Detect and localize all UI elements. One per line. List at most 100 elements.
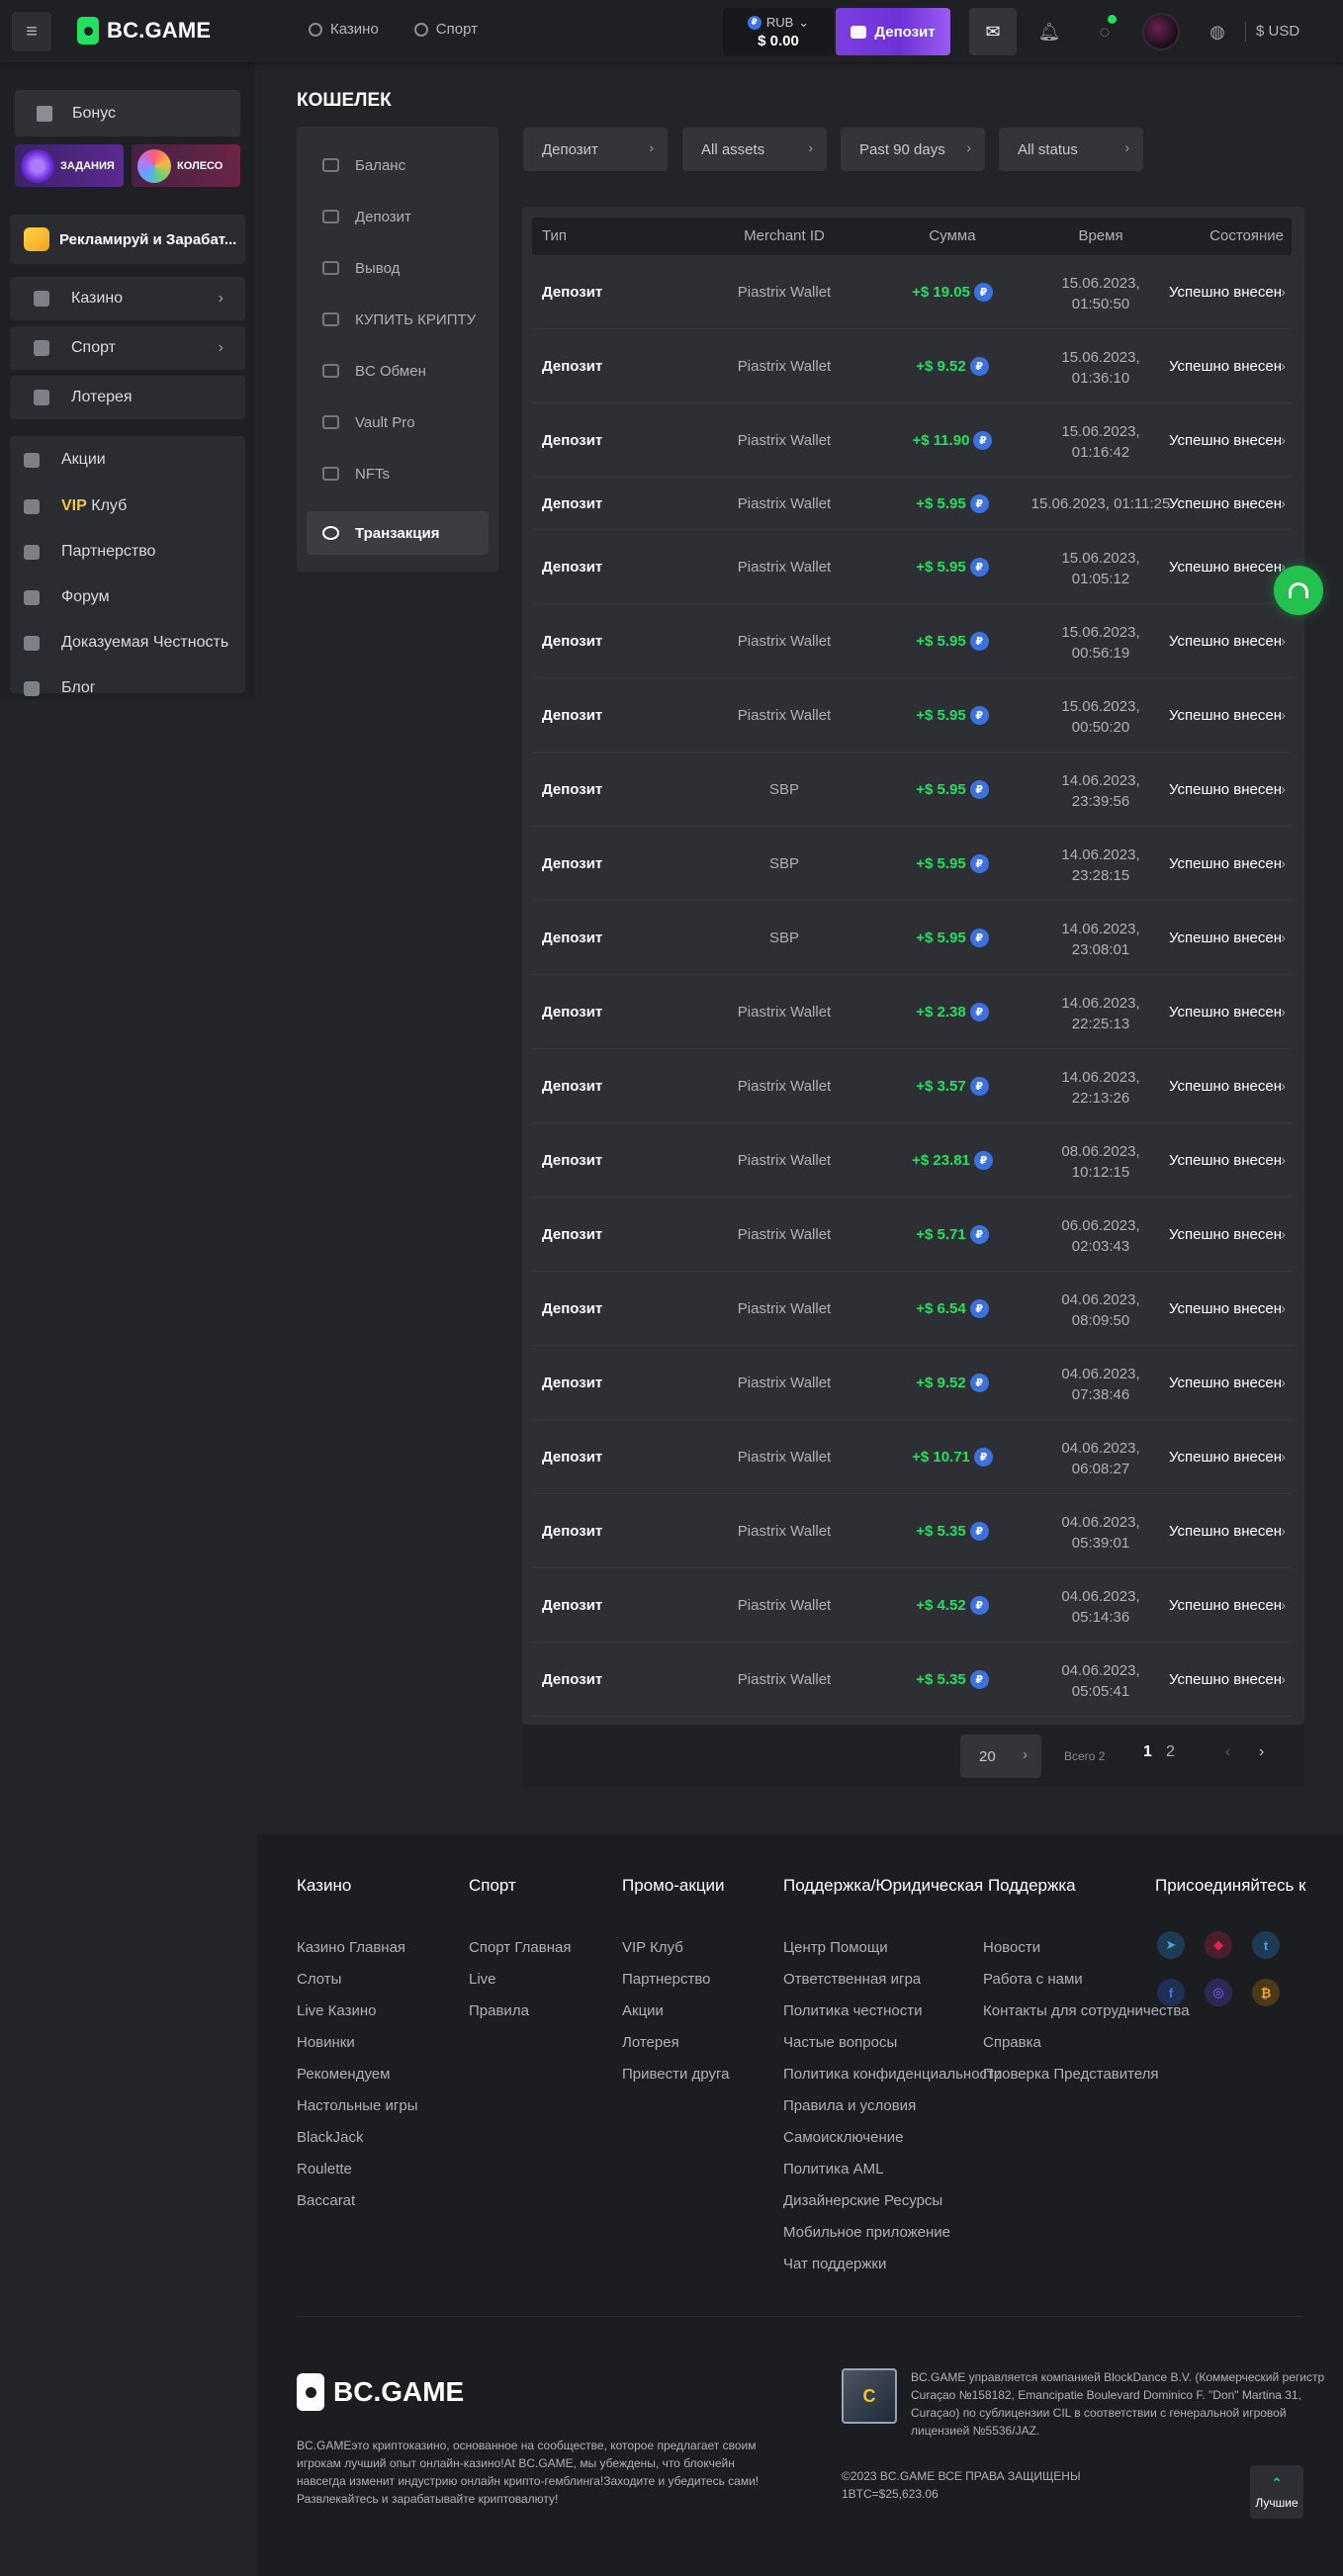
logo[interactable]: BC.GAME xyxy=(77,17,211,44)
chevron-right-icon[interactable]: › xyxy=(1281,781,1286,798)
wheel-tile[interactable]: КОЛЕСО xyxy=(132,144,240,187)
footer-link[interactable]: Новинки xyxy=(297,2034,355,2051)
bitcoin-icon[interactable]: ₿ xyxy=(1252,1979,1280,2006)
next-page-icon[interactable]: › xyxy=(1259,1743,1265,1760)
chevron-right-icon[interactable]: › xyxy=(1281,930,1286,946)
chevron-right-icon[interactable]: › xyxy=(1281,1449,1286,1466)
footer-link[interactable]: Привести друга xyxy=(622,2066,730,2083)
globe-icon[interactable]: ◍ xyxy=(1209,21,1225,42)
wallet-menu-nfts[interactable]: NFTs xyxy=(307,452,489,495)
table-row[interactable]: Депозит Piastrix Wallet +$ 23.81 ₽08.06.202… xyxy=(532,1123,1292,1198)
mail-icon[interactable]: ✉ xyxy=(969,8,1017,55)
footer-link[interactable]: Политика AML xyxy=(783,2161,884,2177)
filter-status[interactable]: All status › xyxy=(999,128,1143,171)
wallet-menu-vault[interactable]: Vault Pro xyxy=(307,400,489,444)
filter-assets[interactable]: All assets › xyxy=(682,128,827,171)
footer-link[interactable]: Настольные игры xyxy=(297,2097,418,2114)
footer-link[interactable]: Самоисключение xyxy=(783,2129,904,2146)
footer-link[interactable]: Новости xyxy=(983,1939,1041,1956)
table-row[interactable]: Депозит SBP +$ 5.95 ₽14.06.2023, 23:08:01 Усп… xyxy=(532,901,1292,975)
table-row[interactable]: Депозит Piastrix Wallet +$ 10.71 ₽04.06.202… xyxy=(532,1420,1292,1494)
chevron-right-icon[interactable]: › xyxy=(1281,559,1286,576)
footer-link[interactable]: Мобильное приложение xyxy=(783,2224,950,2241)
chevron-right-icon[interactable]: › xyxy=(1281,1300,1286,1317)
sidebar-item-vip[interactable]: VIP Клуб xyxy=(24,497,127,515)
best-button[interactable]: ⌃ Лучшие xyxy=(1250,2465,1303,2519)
chevron-right-icon[interactable]: › xyxy=(1281,284,1286,301)
table-row[interactable]: Депозит Piastrix Wallet +$ 5.95 ₽15.06.2023… xyxy=(532,478,1292,530)
table-row[interactable]: Депозит Piastrix Wallet +$ 9.52 ₽04.06.2023… xyxy=(532,1346,1292,1420)
footer-link[interactable]: Спорт Главная xyxy=(469,1939,572,1956)
footer-link[interactable]: Дизайнерские Ресурсы xyxy=(783,2192,943,2209)
per-page-select[interactable]: 20 › xyxy=(960,1734,1041,1778)
wallet-menu-deposit[interactable]: Депозит xyxy=(307,195,489,238)
footer-link[interactable]: Центр Помощи xyxy=(783,1939,888,1956)
chevron-right-icon[interactable]: › xyxy=(1281,1597,1286,1614)
nav-sport[interactable]: Спорт xyxy=(413,21,478,38)
footer-link[interactable]: Правила xyxy=(469,2002,529,2019)
footer-link[interactable]: Контакты для сотрудничества xyxy=(983,2002,1190,2019)
footer-link[interactable]: Политика честности xyxy=(783,2002,923,2019)
footer-link[interactable]: Акции xyxy=(622,2002,664,2019)
sidebar-item-blog[interactable]: Блог xyxy=(24,679,96,697)
chevron-right-icon[interactable]: › xyxy=(1281,1152,1286,1169)
sidebar-item-casino[interactable]: Казино › xyxy=(10,277,245,320)
tasks-tile[interactable]: ЗАДАНИЯ xyxy=(15,144,124,187)
sidebar-item-lottery[interactable]: Лотерея xyxy=(10,376,245,419)
footer-link[interactable]: Частые вопросы xyxy=(783,2034,898,2051)
footer-link[interactable]: Ответственная игра xyxy=(783,1971,922,1988)
table-row[interactable]: Депозит Piastrix Wallet +$ 4.52 ₽04.06.2023… xyxy=(532,1568,1292,1643)
footer-link[interactable]: Казино Главная xyxy=(297,1939,406,1956)
telegram-icon[interactable]: ➤ xyxy=(1157,1931,1185,1959)
wallet-menu-transactions[interactable]: Транзакция xyxy=(307,511,489,555)
balance-selector[interactable]: ₽ RUB ⌄ $ 0.00 xyxy=(723,8,834,55)
discord-icon[interactable]: ◎ xyxy=(1205,1979,1232,2006)
chevron-right-icon[interactable]: › xyxy=(1281,495,1286,512)
sidebar-item-promotions[interactable]: Акции xyxy=(24,451,106,469)
wallet-menu-swap[interactable]: BC Обмен xyxy=(307,349,489,393)
display-currency[interactable]: $ USD xyxy=(1256,23,1300,40)
chevron-right-icon[interactable]: › xyxy=(1281,1375,1286,1391)
footer-link[interactable]: Live xyxy=(469,1971,496,1988)
chevron-right-icon[interactable]: › xyxy=(1281,633,1286,650)
chevron-right-icon[interactable]: › xyxy=(1281,432,1286,449)
sidebar-bonus[interactable]: Бонус xyxy=(15,90,240,136)
chevron-right-icon[interactable]: › xyxy=(1281,1226,1286,1243)
chat-icon[interactable]: ◌ xyxy=(1081,8,1128,55)
table-row[interactable]: Депозит Piastrix Wallet +$ 6.54 ₽04.06.2023… xyxy=(532,1272,1292,1346)
wallet-menu-buy-crypto[interactable]: КУПИТЬ КРИПТУ xyxy=(307,298,489,341)
wallet-menu-withdraw[interactable]: Вывод xyxy=(307,246,489,290)
page-1[interactable]: 1 xyxy=(1143,1743,1152,1760)
table-row[interactable]: Депозит SBP +$ 5.95 ₽14.06.2023, 23:39:56 Усп… xyxy=(532,753,1292,827)
table-row[interactable]: Депозит Piastrix Wallet +$ 5.35 ₽04.06.2023… xyxy=(532,1643,1292,1717)
footer-link[interactable]: Партнерство xyxy=(622,1971,711,1988)
footer-link[interactable]: BlackJack xyxy=(297,2129,364,2146)
table-row[interactable]: Депозит Piastrix Wallet +$ 11.90 ₽15.06.202… xyxy=(532,403,1292,478)
table-row[interactable]: Депозит Piastrix Wallet +$ 5.71 ₽06.06.2023… xyxy=(532,1198,1292,1272)
bell-icon[interactable]: 🔔︎ xyxy=(1037,21,1061,42)
chevron-right-icon[interactable]: › xyxy=(1281,855,1286,872)
footer-link[interactable]: Чат поддержки xyxy=(783,2256,887,2272)
footer-link[interactable]: VIP Клуб xyxy=(622,1939,683,1956)
support-chat-button[interactable] xyxy=(1274,566,1323,615)
footer-link[interactable]: Слоты xyxy=(297,1971,342,1988)
table-row[interactable]: Депозит Piastrix Wallet +$ 2.38 ₽14.06.2023… xyxy=(532,975,1292,1049)
prev-page-icon[interactable]: ‹ xyxy=(1225,1743,1231,1760)
chevron-right-icon[interactable]: › xyxy=(1281,1523,1286,1540)
nav-casino[interactable]: Казино xyxy=(309,21,379,38)
table-row[interactable]: Депозит Piastrix Wallet +$ 9.52 ₽15.06.2023… xyxy=(532,329,1292,403)
footer-link[interactable]: Live Казино xyxy=(297,2002,377,2019)
filter-period[interactable]: Past 90 days › xyxy=(841,128,985,171)
table-row[interactable]: Депозит Piastrix Wallet +$ 5.95 ₽15.06.2023… xyxy=(532,604,1292,678)
chevron-right-icon[interactable]: › xyxy=(1281,358,1286,375)
sidebar-item-sport[interactable]: Спорт › xyxy=(10,326,245,370)
footer-link[interactable]: Политика конфиденциальности xyxy=(783,2066,1003,2083)
footer-link[interactable]: Справка xyxy=(983,2034,1041,2051)
table-row[interactable]: Депозит Piastrix Wallet +$ 3.57 ₽14.06.2023… xyxy=(532,1049,1292,1123)
sidebar-item-forum[interactable]: Форум xyxy=(24,588,110,606)
sidebar-item-partnership[interactable]: Партнерство xyxy=(24,543,155,561)
footer-link[interactable]: Проверка Представителя xyxy=(983,2066,1159,2083)
chevron-right-icon[interactable]: › xyxy=(1281,1078,1286,1095)
chevron-right-icon[interactable]: › xyxy=(1281,707,1286,724)
table-row[interactable]: Депозит Piastrix Wallet +$ 5.95 ₽15.06.2023… xyxy=(532,678,1292,753)
